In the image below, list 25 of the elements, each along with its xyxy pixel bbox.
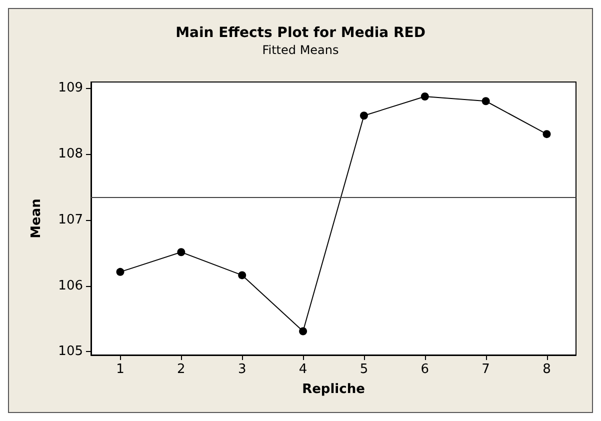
point (238, 271, 246, 280)
point (482, 97, 490, 106)
point (299, 327, 308, 336)
y-axis-title: Mean (29, 198, 44, 238)
y-tick-label: 109 (58, 80, 83, 96)
chart-title: Main Effects Plot for Media RED (176, 25, 426, 41)
x-tick-label: 6 (420, 362, 430, 377)
x-tick-label: 8 (542, 362, 551, 377)
x-tick-label: 4 (298, 362, 308, 377)
x-tick-label: 3 (238, 362, 246, 377)
y-tick-label: 108 (58, 146, 83, 162)
x-tick-label: 5 (360, 362, 368, 377)
x-tick-label: 1 (116, 362, 124, 377)
x-tick-label: 2 (177, 362, 186, 377)
point (177, 248, 186, 256)
y-tick-label: 105 (58, 344, 83, 360)
y-tick-label: 107 (58, 212, 83, 228)
point (360, 112, 368, 120)
x-axis-title: Repliche (302, 382, 366, 397)
point (542, 130, 551, 138)
point (116, 268, 124, 276)
y-tick-label: 106 (58, 278, 83, 294)
x-tick-label: 7 (482, 362, 490, 377)
point (420, 92, 429, 101)
chart-subtitle: Fitted Means (262, 43, 339, 57)
